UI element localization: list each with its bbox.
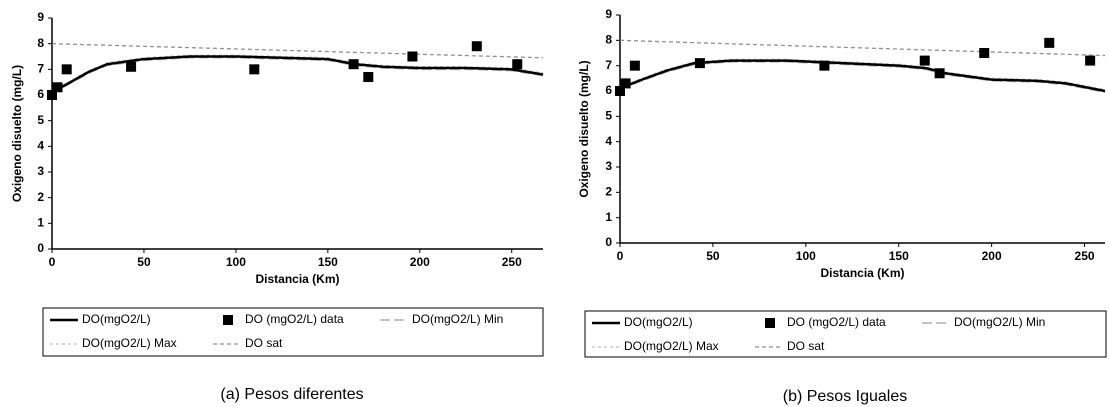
- x-tick-label: 0: [617, 249, 624, 263]
- series-line: [51, 55, 544, 94]
- legend-label: DO(mgO2/L): [82, 312, 151, 326]
- series-line: [619, 39, 1106, 57]
- y-tick-label: 9: [37, 10, 44, 24]
- data-point: [1085, 55, 1096, 66]
- y-tick-label: 0: [37, 241, 44, 255]
- data-point: [512, 59, 523, 70]
- data-point: [934, 68, 945, 79]
- y-tick-label: 9: [605, 7, 612, 21]
- y-axis-title: Oxigeno disuelto (mg/L): [10, 65, 24, 202]
- y-axis-title: Oxigeno disuelto (mg/L): [577, 60, 591, 197]
- legend-label: DO(mgO2/L) Min: [412, 312, 503, 326]
- series-line: [619, 61, 1106, 94]
- y-tick-label: 4: [605, 134, 612, 148]
- y-tick-label: 4: [37, 139, 44, 153]
- y-tick-label: 7: [605, 58, 612, 72]
- legend-box: [42, 307, 544, 357]
- legend-label: DO(mgO2/L) Min: [954, 315, 1045, 329]
- data-point: [615, 86, 625, 96]
- data-point: [629, 60, 640, 71]
- data-point: [471, 41, 482, 52]
- x-tick-label: 150: [318, 255, 338, 269]
- data-point: [979, 48, 990, 58]
- legend-label: DO sat: [245, 336, 283, 350]
- data-point: [61, 64, 72, 75]
- legend-label: DO(mgO2/L): [624, 315, 693, 329]
- legend-marker: [223, 315, 233, 325]
- x-tick-label: 100: [796, 249, 816, 263]
- y-tick-label: 1: [37, 216, 44, 230]
- y-tick-label: 1: [605, 210, 612, 224]
- caption: (a) Pesos diferentes: [220, 386, 363, 403]
- y-tick-label: 2: [605, 185, 612, 199]
- caption: (b) Pesos Iguales: [783, 388, 908, 405]
- legend-label: DO(mgO2/L) Max: [82, 336, 177, 350]
- data-point: [52, 82, 63, 93]
- y-tick-label: 5: [37, 113, 44, 127]
- x-tick-label: 100: [226, 255, 246, 269]
- legend-label: DO(mgO2/L) Max: [624, 339, 719, 353]
- data-point: [819, 60, 830, 71]
- x-tick-label: 250: [502, 255, 522, 269]
- data-point: [363, 72, 374, 83]
- x-tick-label: 50: [706, 249, 720, 263]
- x-tick-label: 250: [1075, 249, 1095, 263]
- y-tick-label: 3: [605, 159, 612, 173]
- legend-label: DO (mgO2/L) data: [245, 312, 344, 326]
- y-tick-label: 0: [605, 235, 612, 249]
- x-tick-label: 0: [49, 255, 56, 269]
- y-tick-label: 2: [37, 190, 44, 204]
- x-tick-label: 150: [889, 249, 909, 263]
- data-point: [126, 61, 137, 72]
- data-point: [620, 78, 631, 89]
- legend-marker: [765, 318, 775, 328]
- data-point: [694, 58, 705, 69]
- y-tick-label: 6: [605, 83, 612, 97]
- legend-label: DO (mgO2/L) data: [787, 315, 886, 329]
- data-point: [919, 55, 930, 66]
- x-axis-title: Distancia (Km): [820, 266, 904, 280]
- series-line: [619, 59, 1106, 93]
- series-line: [51, 43, 544, 59]
- data-point: [47, 90, 57, 100]
- x-tick-label: 200: [410, 255, 430, 269]
- y-tick-label: 8: [605, 33, 612, 47]
- data-point: [1044, 37, 1055, 48]
- y-tick-label: 3: [37, 164, 44, 178]
- y-tick-label: 6: [37, 87, 44, 101]
- x-axis-title: Distancia (Km): [255, 272, 339, 286]
- y-tick-label: 5: [605, 109, 612, 123]
- series-line: [51, 57, 544, 95]
- data-point: [249, 64, 260, 75]
- y-tick-label: 8: [37, 36, 44, 50]
- y-tick-label: 7: [37, 62, 44, 76]
- legend-box: [584, 310, 1107, 358]
- legend-label: DO sat: [787, 339, 825, 353]
- x-tick-label: 200: [982, 249, 1002, 263]
- data-point: [348, 59, 359, 70]
- x-tick-label: 50: [137, 255, 151, 269]
- data-point: [407, 51, 418, 62]
